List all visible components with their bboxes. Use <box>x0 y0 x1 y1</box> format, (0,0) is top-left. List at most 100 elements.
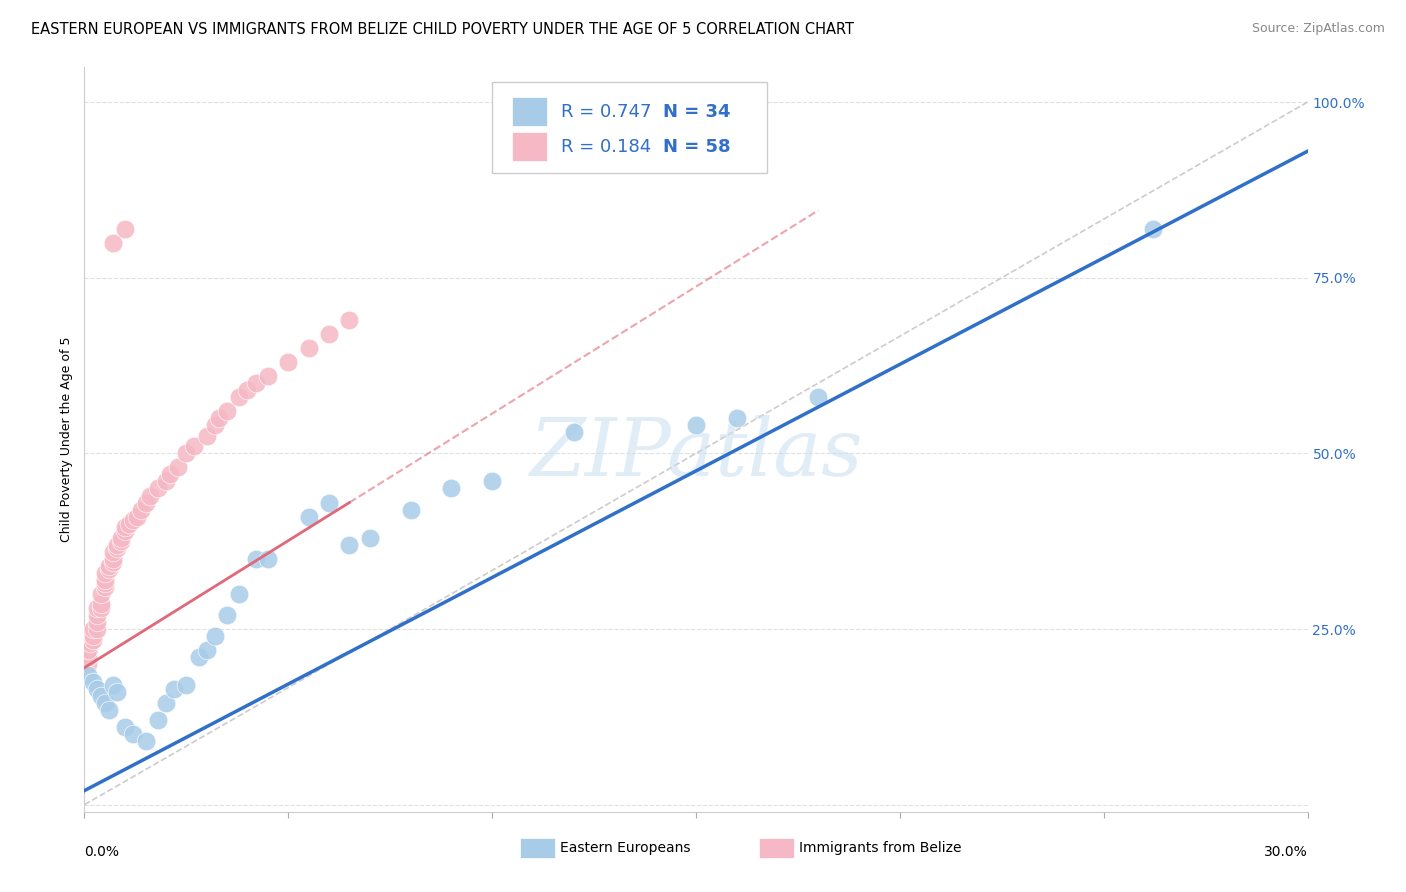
Text: Eastern Europeans: Eastern Europeans <box>560 841 690 855</box>
Point <box>163 681 186 696</box>
Text: R = 0.184: R = 0.184 <box>561 137 651 155</box>
Point <box>105 538 128 552</box>
Point <box>90 587 112 601</box>
Point <box>127 509 149 524</box>
Point <box>82 632 104 647</box>
Text: EASTERN EUROPEAN VS IMMIGRANTS FROM BELIZE CHILD POVERTY UNDER THE AGE OF 5 CORR: EASTERN EUROPEAN VS IMMIGRANTS FROM BELI… <box>31 22 853 37</box>
Point <box>339 538 361 552</box>
Point <box>97 558 120 573</box>
Point <box>318 326 340 341</box>
Point <box>76 640 98 654</box>
Point <box>257 551 280 566</box>
Point <box>101 545 124 559</box>
Point <box>440 482 463 496</box>
Point <box>204 418 226 433</box>
Bar <box>513 96 547 127</box>
Point <box>359 531 381 545</box>
Point <box>82 629 104 643</box>
Point <box>399 502 422 516</box>
Text: Immigrants from Belize: Immigrants from Belize <box>799 841 962 855</box>
Point <box>76 643 98 657</box>
Point <box>93 576 115 591</box>
Point <box>217 607 239 622</box>
Point <box>208 411 231 425</box>
Point <box>155 475 177 489</box>
Point <box>90 601 112 615</box>
Point <box>77 643 100 657</box>
Point <box>228 390 250 404</box>
Point <box>82 674 104 689</box>
Point <box>146 482 169 496</box>
Point <box>138 489 160 503</box>
Point <box>93 566 115 580</box>
Point <box>174 678 197 692</box>
Point <box>685 418 707 433</box>
Point <box>807 390 830 404</box>
Point <box>298 341 321 355</box>
Point <box>1142 221 1164 235</box>
Point <box>86 622 108 636</box>
Point <box>725 411 748 425</box>
Point <box>195 643 218 657</box>
Point <box>155 696 177 710</box>
Point <box>245 376 267 390</box>
Point <box>101 551 124 566</box>
Point <box>86 681 108 696</box>
Point <box>167 460 190 475</box>
Point <box>118 516 141 531</box>
Point <box>114 524 136 538</box>
Point <box>86 607 108 622</box>
Point <box>82 622 104 636</box>
Point <box>195 429 218 443</box>
Text: 0.0%: 0.0% <box>84 846 120 859</box>
Point <box>86 615 108 629</box>
Point <box>101 235 124 250</box>
Point <box>77 636 100 650</box>
Point <box>228 587 250 601</box>
Point <box>110 531 132 545</box>
Point <box>257 369 280 384</box>
Point <box>183 439 205 453</box>
Point <box>217 404 239 418</box>
Point <box>339 313 361 327</box>
Point <box>79 636 101 650</box>
Text: 30.0%: 30.0% <box>1264 846 1308 859</box>
Point <box>75 629 97 643</box>
Text: Source: ZipAtlas.com: Source: ZipAtlas.com <box>1251 22 1385 36</box>
Text: N = 58: N = 58 <box>664 137 731 155</box>
Point <box>90 598 112 612</box>
Point <box>97 562 120 576</box>
Point <box>187 650 209 665</box>
Bar <box>513 132 547 161</box>
Point <box>76 647 98 661</box>
Point <box>77 657 100 672</box>
Text: ZIPatlas: ZIPatlas <box>529 416 863 493</box>
Text: N = 34: N = 34 <box>664 103 731 120</box>
Point <box>114 221 136 235</box>
Point <box>77 650 100 665</box>
Point <box>131 502 153 516</box>
Point <box>318 495 340 509</box>
Y-axis label: Child Poverty Under the Age of 5: Child Poverty Under the Age of 5 <box>59 336 73 542</box>
Point <box>146 714 169 728</box>
Point <box>122 513 145 527</box>
Point <box>159 467 181 482</box>
Point <box>298 509 321 524</box>
Point <box>90 689 112 703</box>
Point <box>122 727 145 741</box>
Point <box>93 696 115 710</box>
Point <box>105 541 128 556</box>
Point <box>101 555 124 569</box>
Point <box>204 629 226 643</box>
Point <box>93 580 115 594</box>
Point <box>93 573 115 587</box>
Text: R = 0.747: R = 0.747 <box>561 103 652 120</box>
Point <box>135 495 157 509</box>
Point <box>245 551 267 566</box>
Point <box>277 355 299 369</box>
Point <box>236 383 259 397</box>
Point <box>481 475 503 489</box>
Point <box>114 520 136 534</box>
FancyBboxPatch shape <box>492 82 766 173</box>
Point <box>86 601 108 615</box>
